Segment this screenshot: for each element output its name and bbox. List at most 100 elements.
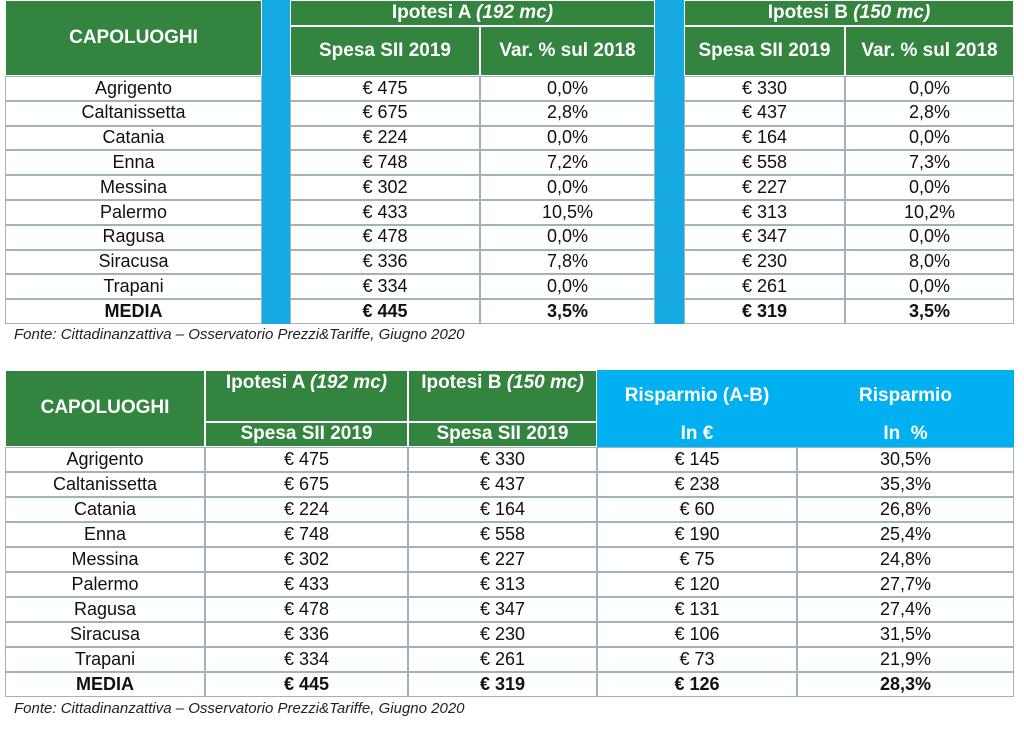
header-cell: Ipotesi B (150 mc) bbox=[684, 0, 1014, 26]
data-cell: € 433 bbox=[290, 200, 480, 225]
data-cell: 0,0% bbox=[845, 274, 1014, 300]
data-cell: € 145 bbox=[597, 447, 797, 472]
data-cell: € 347 bbox=[684, 224, 845, 250]
data-cell: 0,0% bbox=[480, 175, 655, 200]
header-label: Ipotesi A bbox=[225, 372, 305, 393]
header-cell: Risparmio bbox=[797, 370, 1014, 422]
data-cell: € 748 bbox=[290, 150, 480, 176]
data-cell: Ragusa bbox=[5, 597, 205, 622]
data-cell: € 60 bbox=[597, 497, 797, 522]
data-cell: 27,4% bbox=[797, 597, 1014, 622]
data-cell: € 261 bbox=[684, 274, 845, 300]
data-cell: € 319 bbox=[684, 299, 845, 324]
data-cell: MEDIA bbox=[5, 299, 262, 324]
data-cell: 2,8% bbox=[480, 100, 655, 126]
header-label: Ipotesi A bbox=[391, 2, 471, 23]
header-cell: Var. % sul 2018 bbox=[845, 26, 1014, 76]
header-label: Ipotesi B bbox=[767, 2, 848, 23]
data-cell: 0,0% bbox=[845, 175, 1014, 200]
data-cell: € 313 bbox=[684, 200, 845, 225]
data-cell: Palermo bbox=[5, 572, 205, 597]
separator bbox=[262, 0, 290, 324]
data-cell: 0,0% bbox=[845, 224, 1014, 250]
data-cell: 0,0% bbox=[480, 76, 655, 101]
data-cell: Palermo bbox=[5, 200, 262, 225]
data-cell: 3,5% bbox=[480, 299, 655, 324]
data-cell: € 302 bbox=[205, 547, 408, 572]
header-cell: In € bbox=[597, 422, 797, 447]
data-cell: € 302 bbox=[290, 175, 480, 200]
data-cell: € 437 bbox=[408, 472, 597, 497]
data-cell: € 230 bbox=[408, 622, 597, 647]
data-cell: € 126 bbox=[597, 672, 797, 697]
data-cell: Trapani bbox=[5, 647, 205, 672]
data-cell: Ragusa bbox=[5, 224, 262, 250]
source-note: Fonte: Cittadinanzattiva – Osservatorio … bbox=[14, 326, 465, 343]
header-note: (150 mc) bbox=[853, 2, 931, 23]
data-cell: € 319 bbox=[408, 672, 597, 697]
data-cell: 21,9% bbox=[797, 647, 1014, 672]
separator bbox=[655, 0, 684, 324]
header-cell: Ipotesi B (150 mc) bbox=[408, 370, 597, 422]
data-cell: € 675 bbox=[205, 472, 408, 497]
data-cell: € 445 bbox=[205, 672, 408, 697]
header-label: Ipotesi B bbox=[421, 372, 502, 393]
data-cell: Enna bbox=[5, 522, 205, 547]
data-cell: € 227 bbox=[684, 175, 845, 200]
data-cell: 2,8% bbox=[845, 100, 1014, 126]
data-cell: 7,2% bbox=[480, 150, 655, 176]
data-cell: 10,2% bbox=[845, 200, 1014, 225]
header-cell: CAPOLUOGHI bbox=[5, 0, 262, 76]
data-cell: € 475 bbox=[205, 447, 408, 472]
data-cell: 0,0% bbox=[480, 224, 655, 250]
data-cell: € 336 bbox=[290, 249, 480, 275]
data-cell: € 330 bbox=[684, 76, 845, 101]
data-cell: € 227 bbox=[408, 547, 597, 572]
data-cell: € 334 bbox=[205, 647, 408, 672]
header-cell: Risparmio (A-B) bbox=[597, 370, 797, 422]
data-cell: € 478 bbox=[290, 224, 480, 250]
data-cell: € 445 bbox=[290, 299, 480, 324]
data-cell: 27,7% bbox=[797, 572, 1014, 597]
data-cell: € 230 bbox=[684, 249, 845, 275]
data-cell: Trapani bbox=[5, 274, 262, 300]
data-cell: MEDIA bbox=[5, 672, 205, 697]
data-cell: 30,5% bbox=[797, 447, 1014, 472]
data-cell: Caltanissetta bbox=[5, 100, 262, 126]
data-cell: 0,0% bbox=[480, 274, 655, 300]
data-cell: € 164 bbox=[684, 125, 845, 151]
data-cell: € 313 bbox=[408, 572, 597, 597]
header-cell: CAPOLUOGHI bbox=[5, 370, 205, 447]
data-cell: € 334 bbox=[290, 274, 480, 300]
data-cell: € 224 bbox=[205, 497, 408, 522]
data-cell: € 131 bbox=[597, 597, 797, 622]
data-cell: Siracusa bbox=[5, 249, 262, 275]
data-cell: € 437 bbox=[684, 100, 845, 126]
data-cell: Agrigento bbox=[5, 76, 262, 101]
data-cell: € 347 bbox=[408, 597, 597, 622]
header-cell: Var. % sul 2018 bbox=[480, 26, 655, 76]
header-note: (192 mc) bbox=[310, 372, 388, 393]
data-cell: 31,5% bbox=[797, 622, 1014, 647]
source-note: Fonte: Cittadinanzattiva – Osservatorio … bbox=[14, 700, 465, 717]
data-cell: 8,0% bbox=[845, 249, 1014, 275]
data-cell: € 330 bbox=[408, 447, 597, 472]
header-cell: Spesa SII 2019 bbox=[290, 26, 480, 76]
data-cell: 35,3% bbox=[797, 472, 1014, 497]
data-cell: Caltanissetta bbox=[5, 472, 205, 497]
data-cell: € 75 bbox=[597, 547, 797, 572]
header-note: (150 mc) bbox=[506, 372, 584, 393]
data-cell: € 748 bbox=[205, 522, 408, 547]
data-cell: € 224 bbox=[290, 125, 480, 151]
data-cell: € 73 bbox=[597, 647, 797, 672]
data-cell: 0,0% bbox=[845, 125, 1014, 151]
header-cell: Spesa SII 2019 bbox=[408, 422, 597, 447]
data-cell: € 558 bbox=[684, 150, 845, 176]
data-cell: € 238 bbox=[597, 472, 797, 497]
data-cell: € 478 bbox=[205, 597, 408, 622]
data-cell: 0,0% bbox=[845, 76, 1014, 101]
data-cell: Enna bbox=[5, 150, 262, 176]
data-cell: Siracusa bbox=[5, 622, 205, 647]
data-cell: 7,8% bbox=[480, 249, 655, 275]
